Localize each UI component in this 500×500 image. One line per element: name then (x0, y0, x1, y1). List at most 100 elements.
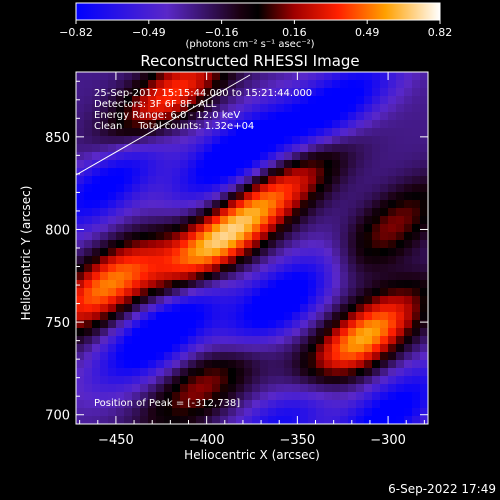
heatmap-cell (84, 280, 93, 289)
heatmap-cell (268, 256, 277, 265)
heatmap-cell (420, 376, 428, 385)
heatmap-cell (332, 288, 341, 297)
heatmap-cell (260, 144, 269, 153)
heatmap-cell (76, 264, 85, 273)
heatmap-cell (132, 224, 141, 233)
heatmap-cell (412, 280, 421, 289)
heatmap-cell (292, 400, 301, 409)
heatmap-cell (388, 368, 397, 377)
heatmap-cell (420, 72, 428, 81)
heatmap-cell (156, 328, 165, 337)
heatmap-cell (324, 296, 333, 305)
heatmap-cell (100, 128, 109, 137)
heatmap-cell (212, 328, 221, 337)
heatmap-cell (124, 120, 133, 129)
heatmap-cell (364, 400, 373, 409)
heatmap-cell (356, 408, 365, 417)
heatmap-cell (372, 136, 381, 145)
heatmap-cell (148, 88, 157, 97)
heatmap-cell (284, 80, 293, 89)
heatmap-cell (252, 168, 261, 177)
heatmap-cell (196, 416, 205, 424)
heatmap-cell (316, 224, 325, 233)
heatmap-cell (76, 280, 85, 289)
heatmap-cell (244, 248, 253, 257)
heatmap-cell (188, 280, 197, 289)
heatmap-cell (164, 272, 173, 281)
heatmap-cell (412, 96, 421, 105)
heatmap-cell (228, 408, 237, 417)
heatmap-cell (412, 272, 421, 281)
heatmap-cell (308, 336, 317, 345)
heatmap-cell (140, 280, 149, 289)
heatmap-cell (188, 160, 197, 169)
heatmap-cell (412, 248, 421, 257)
heatmap-cell (372, 208, 381, 217)
heatmap-cell (404, 256, 413, 265)
heatmap-cell (380, 328, 389, 337)
heatmap-cell (404, 280, 413, 289)
heatmap-cell (116, 264, 125, 273)
heatmap-cell (228, 272, 237, 281)
heatmap-cell (340, 120, 349, 129)
heatmap-cell (404, 232, 413, 241)
heatmap-cell (228, 400, 237, 409)
heatmap-cell (284, 304, 293, 313)
heatmap-cell (204, 320, 213, 329)
heatmap-cell (396, 392, 405, 401)
heatmap-cell (220, 344, 229, 353)
heatmap-cell (188, 352, 197, 361)
heatmap-cell (140, 120, 149, 129)
heatmap-cell (188, 136, 197, 145)
heatmap-cell (148, 264, 157, 273)
heatmap-cell (252, 312, 261, 321)
heatmap-cell (284, 224, 293, 233)
heatmap-cell (116, 216, 125, 225)
heatmap-cell (364, 104, 373, 113)
heatmap-cell (356, 80, 365, 89)
heatmap-cell (412, 392, 421, 401)
heatmap-cell (356, 136, 365, 145)
heatmap-cell (396, 112, 405, 121)
heatmap-cell (324, 232, 333, 241)
heatmap-cell (172, 336, 181, 345)
heatmap-cell (268, 96, 277, 105)
heatmap-cell (292, 96, 301, 105)
heatmap-cell (356, 296, 365, 305)
heatmap-cell (388, 192, 397, 201)
heatmap-cell (108, 88, 117, 97)
heatmap-cell (76, 136, 85, 145)
heatmap-cell (308, 120, 317, 129)
heatmap-cell (340, 256, 349, 265)
heatmap-cell (364, 280, 373, 289)
heatmap-cell (116, 328, 125, 337)
heatmap-cell (268, 240, 277, 249)
heatmap-cell (412, 352, 421, 361)
heatmap-cell (204, 344, 213, 353)
heatmap-cell (420, 392, 428, 401)
heatmap-cell (76, 272, 85, 281)
heatmap-cell (244, 240, 253, 249)
heatmap-cell (124, 168, 133, 177)
heatmap-cell (284, 272, 293, 281)
heatmap-cell (92, 400, 101, 409)
heatmap-cell (308, 256, 317, 265)
heatmap-cell (76, 368, 85, 377)
heatmap-cell (324, 200, 333, 209)
heatmap-cell (276, 224, 285, 233)
heatmap-cell (140, 72, 149, 81)
annotation-clean: Clean Total counts: 1.32e+04 (94, 121, 255, 132)
heatmap-cell (188, 120, 197, 129)
heatmap-cell (396, 80, 405, 89)
heatmap-cell (116, 104, 125, 113)
heatmap-cell (372, 352, 381, 361)
heatmap-cell (284, 72, 293, 81)
heatmap-cell (268, 160, 277, 169)
heatmap-cell (180, 384, 189, 393)
heatmap-cell (92, 160, 101, 169)
heatmap-cell (268, 304, 277, 313)
heatmap-cell (116, 128, 125, 137)
heatmap-cell (420, 400, 428, 409)
heatmap-cell (276, 216, 285, 225)
heatmap-cell (380, 184, 389, 193)
